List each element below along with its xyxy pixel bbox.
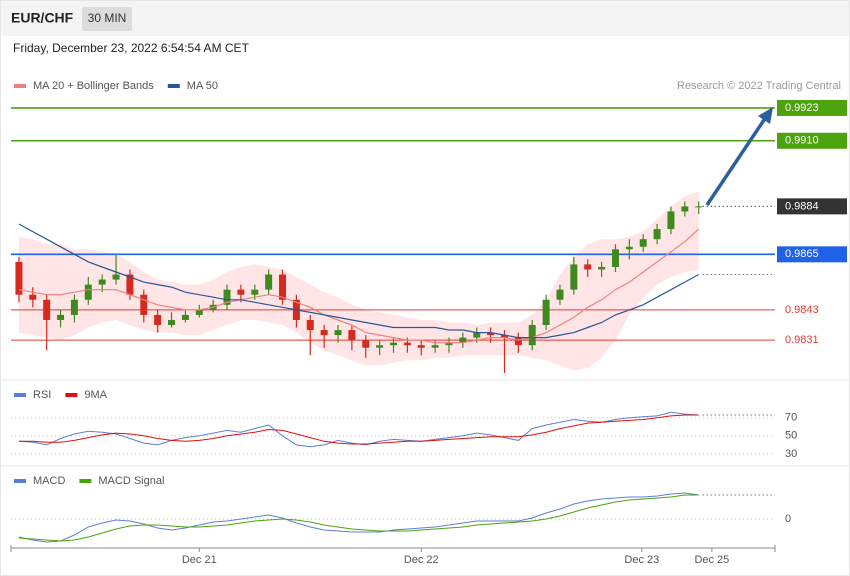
candle-body: [528, 325, 536, 346]
candle-body: [487, 332, 495, 336]
candle-body: [625, 246, 633, 250]
level-label: 0.9923: [785, 102, 819, 114]
legend-label: 9MA: [84, 389, 107, 401]
candle-body: [98, 279, 106, 285]
legend-swatch: [14, 479, 26, 483]
level-box: [777, 198, 847, 215]
candle-body: [279, 274, 287, 300]
interval-button[interactable]: [82, 7, 132, 31]
candle-body: [43, 299, 51, 320]
y-tick-label: 50: [785, 430, 797, 442]
header-bar: [1, 1, 849, 36]
candle-body: [168, 319, 176, 325]
candle-body: [473, 332, 481, 338]
x-tick-label: Dec 22: [404, 554, 439, 566]
level-box: [777, 132, 847, 149]
candle-body: [667, 211, 675, 230]
candle-body: [514, 337, 522, 346]
credit: Research © 2022 Trading Central: [677, 80, 841, 92]
datetime: Friday, December 23, 2022 6:54:54 AM CET: [13, 41, 250, 55]
legend-label: RSI: [33, 389, 51, 401]
candle-body: [417, 345, 425, 348]
candle-body: [348, 330, 356, 341]
target-arrowhead: [758, 107, 773, 124]
candle-body: [320, 330, 328, 336]
candle-body: [57, 314, 65, 320]
candle-body: [445, 342, 453, 346]
level-label: 0.9843: [785, 304, 819, 316]
legend-swatch: [167, 84, 180, 88]
candle-body: [362, 340, 370, 348]
level-box: [777, 246, 847, 263]
candle-body: [84, 284, 92, 300]
legend-swatch: [14, 393, 26, 397]
candle-body: [29, 294, 37, 300]
candle-body: [556, 289, 564, 300]
candle-body: [15, 261, 23, 295]
series-line: [18, 223, 699, 339]
interval[interactable]: 30 MIN: [88, 11, 127, 25]
candle-body: [681, 206, 689, 212]
candle-body: [237, 289, 245, 295]
candle-body: [639, 239, 647, 247]
candle-body: [570, 264, 578, 290]
candle-body: [334, 330, 342, 336]
x-tick-label: Dec 25: [694, 554, 729, 566]
legend-label: MA 50: [187, 80, 218, 92]
target-arrow: [705, 116, 768, 206]
candle-body: [223, 289, 231, 305]
series-line: [18, 228, 700, 344]
series-line: [18, 492, 699, 543]
x-tick-label: Dec 21: [182, 554, 217, 566]
candle-body: [306, 319, 314, 331]
legend-label: MA 20 + Bollinger Bands: [33, 80, 154, 92]
legend-swatch: [65, 393, 78, 397]
candle-body: [500, 335, 508, 338]
candle-body: [265, 274, 273, 290]
candle-body: [181, 314, 189, 320]
candle-body: [459, 337, 467, 343]
candle-body: [376, 345, 384, 348]
candle-body: [403, 342, 411, 346]
legend-swatch: [79, 479, 92, 483]
candle-body: [195, 309, 203, 315]
x-tick-label: Dec 23: [624, 554, 659, 566]
y-tick-label: 0: [785, 513, 791, 525]
candle-body: [70, 299, 78, 315]
candle-body: [154, 314, 162, 325]
candle-body: [390, 342, 397, 346]
candle-body: [598, 266, 606, 270]
level-label: 0.9884: [785, 200, 819, 212]
candle-body: [695, 206, 703, 208]
candle-body: [542, 299, 550, 325]
candle-body: [251, 289, 259, 295]
legend-label: MACD Signal: [98, 475, 164, 487]
candle-body: [126, 274, 134, 295]
candle-body: [653, 229, 661, 240]
legend-label: MACD: [33, 475, 65, 487]
symbol: EUR/CHF: [11, 10, 74, 26]
candle-body: [112, 274, 120, 280]
series-line: [18, 414, 699, 445]
y-tick-label: 30: [785, 448, 797, 460]
level-label: 0.9865: [785, 248, 819, 260]
level-box: [777, 99, 847, 116]
level-label: 0.9910: [785, 135, 819, 147]
level-label: 0.9831: [785, 334, 819, 346]
candle-body: [431, 345, 439, 348]
legend-swatch: [14, 84, 26, 88]
candle-body: [611, 249, 619, 267]
candle-body: [584, 264, 592, 270]
candle-body: [140, 294, 148, 315]
series-line: [18, 494, 699, 542]
y-tick-label: 70: [785, 412, 797, 424]
